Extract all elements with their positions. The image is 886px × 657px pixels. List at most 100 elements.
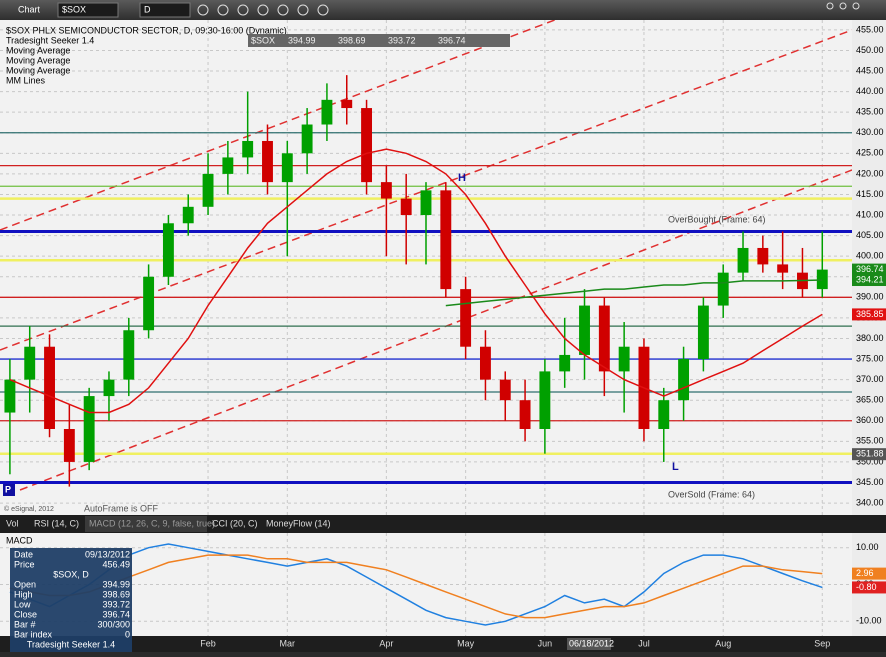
x-tick-label: Jun xyxy=(538,638,553,648)
macd-line xyxy=(9,543,823,626)
y-tick-label: 380.00 xyxy=(856,333,884,343)
overlay: $SOX PHLX SEMICONDUCTOR SECTOR, D, 09:30… xyxy=(3,25,766,513)
quote-symbol: $SOX xyxy=(251,35,275,45)
symbol[interactable]: $SOX xyxy=(62,4,86,14)
candle-body xyxy=(519,400,531,430)
quote-value: 393.72 xyxy=(388,35,416,45)
y-tick-label: -10.00 xyxy=(856,616,882,626)
symbol-box[interactable] xyxy=(57,2,119,18)
candle-body xyxy=(777,264,789,273)
y-tick-label: 415.00 xyxy=(856,189,884,199)
price-plot xyxy=(0,20,852,515)
panel-title: MACD xyxy=(6,535,33,545)
tab[interactable]: Vol xyxy=(6,518,19,528)
p-box xyxy=(3,484,15,496)
data-window-value: 0 xyxy=(125,629,130,639)
toolbar-icons[interactable] xyxy=(197,2,860,16)
candle-body xyxy=(678,359,690,401)
candle-body xyxy=(301,124,313,154)
price-panel xyxy=(0,20,852,515)
data-window-label: Open xyxy=(14,579,36,589)
moving-average xyxy=(445,279,823,307)
candle-body xyxy=(697,305,709,360)
y-tick-label: 400.00 xyxy=(856,251,884,261)
quote-value: 396.74 xyxy=(438,35,466,45)
data-window-label: Price xyxy=(14,559,35,569)
y-tick-label: 410.00 xyxy=(856,209,884,219)
x-tick-label: May xyxy=(457,638,475,648)
legend-item: $SOX PHLX SEMICONDUCTOR SECTOR, D, 09:30… xyxy=(6,25,287,35)
candle-body xyxy=(579,305,590,355)
candle-body xyxy=(499,379,511,401)
y-tick-label: 390.00 xyxy=(856,292,884,302)
data-window-label: Bar index xyxy=(14,629,53,639)
price-label-box xyxy=(852,448,886,461)
candle-body xyxy=(361,108,373,183)
value-label: -0.80 xyxy=(856,582,877,592)
y-tick-label: 430.00 xyxy=(856,127,884,137)
candle-body xyxy=(162,223,174,277)
price-label: 396.74 xyxy=(856,264,884,274)
candle-body xyxy=(262,140,273,183)
y-tick-label: 420.00 xyxy=(856,168,884,178)
oversold-note: OverSold (Frame: 64) xyxy=(668,489,755,499)
candle-body xyxy=(202,173,214,207)
toolbar xyxy=(0,0,886,20)
tab[interactable]: MoneyFlow (14) xyxy=(266,518,331,528)
candle-body xyxy=(420,190,432,216)
data-window-label: Close xyxy=(14,609,37,619)
interval[interactable]: D xyxy=(144,4,151,14)
autoframe-note: AutoFrame is OFF xyxy=(84,503,159,513)
tab[interactable]: RSI (14, C) xyxy=(34,518,79,528)
data-window-value: 09/13/2012 xyxy=(85,549,130,559)
candle-body xyxy=(757,247,769,265)
legend-item: Moving Average xyxy=(6,45,70,55)
data-window-value: 394.99 xyxy=(102,579,130,589)
price-label-box xyxy=(852,308,886,321)
x-tick-label: Sep xyxy=(814,638,830,648)
data-window-value: 393.72 xyxy=(102,599,130,609)
candle-body xyxy=(479,346,491,380)
candle-body xyxy=(717,272,729,306)
candle-body xyxy=(321,99,333,125)
y-tick-label: 365.00 xyxy=(856,395,884,405)
candle-body xyxy=(658,400,670,430)
quote-value: 394.99 xyxy=(288,35,316,45)
time-axis xyxy=(0,636,886,652)
data-window-label: Bar # xyxy=(14,619,36,629)
candle-body xyxy=(44,346,55,430)
tab[interactable]: CCI (20, C) xyxy=(212,518,258,528)
y-tick-label: 405.00 xyxy=(856,230,884,240)
candle-body xyxy=(4,379,16,413)
candle-body xyxy=(460,289,472,347)
candle-body xyxy=(222,157,234,174)
quote-bar xyxy=(248,34,510,47)
data-window-label: Date xyxy=(14,549,33,559)
cursor-date: 06/18/2012 xyxy=(569,638,614,648)
tab-active[interactable] xyxy=(85,516,207,532)
candle-body xyxy=(400,198,412,216)
value-label: 2.96 xyxy=(856,568,874,578)
data-window-label: Tradesight Seeker 1.4 xyxy=(27,639,115,649)
y-tick-label: 425.00 xyxy=(856,148,884,158)
interval-box[interactable] xyxy=(139,2,191,18)
price-label: 385.85 xyxy=(856,309,884,319)
y-tick-label: 435.00 xyxy=(856,107,884,117)
price-label: 351.88 xyxy=(856,449,884,459)
p-marker: P xyxy=(5,484,11,494)
x-tick-label: Aug xyxy=(715,638,731,648)
candle-body xyxy=(281,153,293,183)
x-tick-label: Mar xyxy=(280,638,296,648)
y-tick-label: 375.00 xyxy=(856,353,884,363)
y-tick-label: 440.00 xyxy=(856,86,884,96)
y-tick-label: 455.00 xyxy=(856,24,884,34)
candle-body xyxy=(598,305,610,372)
candle-body xyxy=(24,346,36,380)
y-tick-label: 355.00 xyxy=(856,436,884,446)
cursor-date-box xyxy=(567,638,611,650)
macd-plot xyxy=(0,533,852,636)
tab[interactable]: MACD (12, 26, C, 9, false, true) xyxy=(89,518,215,528)
y-tick-label: 350.00 xyxy=(856,456,884,466)
x-tick-label: Apr xyxy=(379,638,393,648)
